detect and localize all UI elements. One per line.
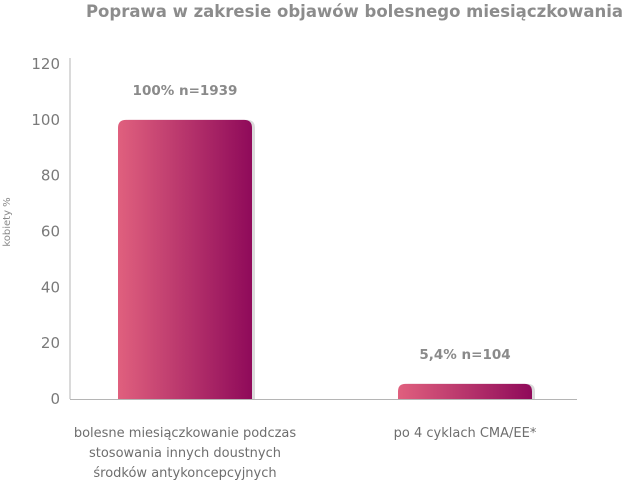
bars <box>118 119 535 399</box>
y-tick-label: 80 <box>41 167 60 185</box>
category-label: bolesne miesiączkowanie podczas <box>74 426 297 441</box>
y-tick-label: 120 <box>31 55 60 73</box>
y-tick-label: 20 <box>41 334 60 352</box>
y-axis-label: kobiety % <box>2 197 13 246</box>
y-tick-label: 0 <box>50 390 60 408</box>
category-label: po 4 cyklach CMA/EE* <box>394 426 537 441</box>
data-label: 100% n=1939 <box>133 83 238 99</box>
data-label: 5,4% n=104 <box>419 347 510 363</box>
category-label: środków antykoncepcyjnych <box>93 466 276 481</box>
chart-title: Poprawa w zakresie objawów bolesnego mie… <box>86 2 623 21</box>
y-tick-label: 60 <box>41 223 60 241</box>
y-tick-label: 100 <box>31 111 60 129</box>
axes: 0 20 40 60 80 100 120 <box>31 55 577 408</box>
y-tick-label: 40 <box>41 278 60 296</box>
bar <box>398 383 532 399</box>
labels: 100% n=1939 bolesne miesiączkowanie podcz… <box>74 83 537 481</box>
category-label: stosowania innych doustnych <box>89 446 281 461</box>
bar <box>118 119 252 399</box>
